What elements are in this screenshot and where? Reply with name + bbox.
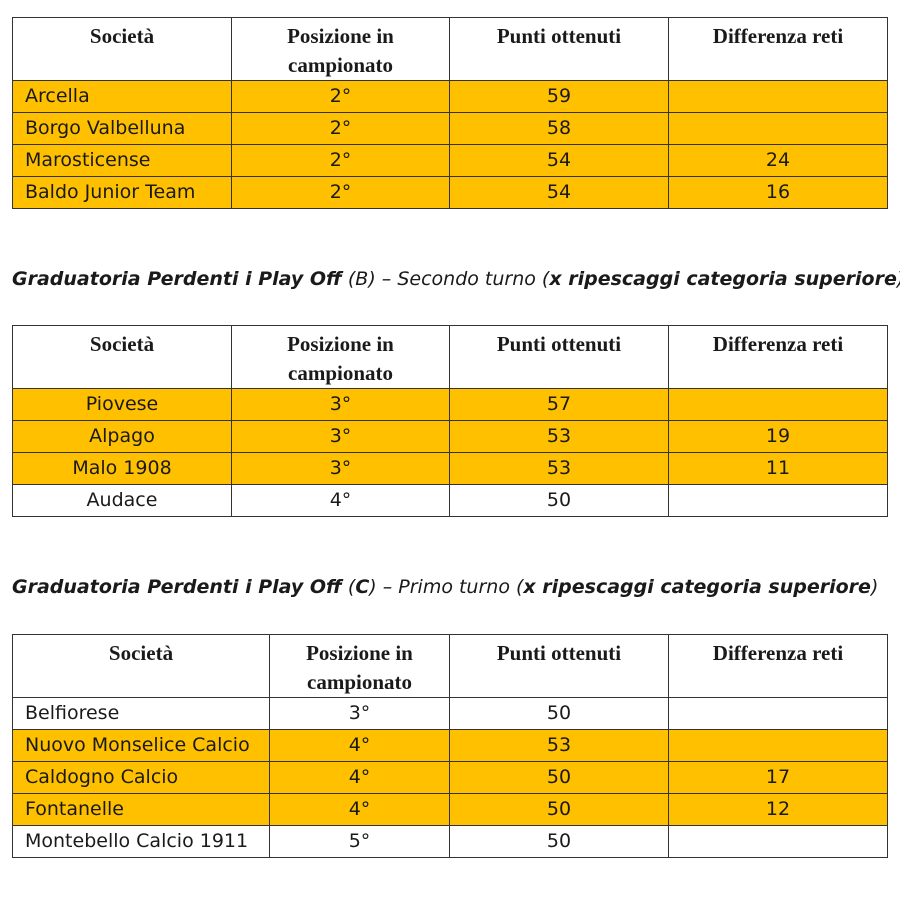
cell-points: 50: [449, 484, 669, 517]
header-posizione: Posizione in campionato: [231, 325, 450, 389]
cell-goal-difference: [668, 112, 888, 145]
table-row: Caldogno Calcio 4° 50 17: [12, 761, 888, 794]
table-row: Belfiorese 3° 50: [12, 697, 888, 730]
table-body: Belfiorese 3° 50 Nuovo Monselice Calcio 4° 53…: [12, 697, 888, 858]
cell-points: 50: [449, 825, 669, 858]
cell-position: 4°: [269, 761, 450, 794]
table-row: Montebello Calcio 1911 5° 50: [12, 825, 888, 858]
cell-position: 3°: [269, 697, 450, 730]
cell-team: Malo 1908: [12, 452, 232, 485]
cell-points: 57: [449, 388, 669, 421]
cell-position: 2°: [231, 144, 450, 177]
cell-goal-difference: [668, 484, 888, 517]
header-punti: Punti ottenuti: [449, 634, 669, 698]
table-row: Baldo Junior Team 2° 54 16: [12, 176, 888, 209]
cell-team: Fontanelle: [12, 793, 270, 826]
cell-team: Piovese: [12, 388, 232, 421]
cell-points: 54: [449, 144, 669, 177]
cell-position: 4°: [269, 729, 450, 762]
table-c-title: Graduatoria Perdenti i Play Off (C) – Pr…: [12, 576, 879, 598]
table-b-title: Graduatoria Perdenti i Play Off (B) – Se…: [12, 268, 900, 290]
table-row: Audace 4° 50: [12, 484, 888, 517]
table-row: Marosticense 2° 54 24: [12, 144, 888, 177]
cell-position: 3°: [231, 388, 450, 421]
cell-goal-difference: [668, 80, 888, 113]
cell-position: 4°: [269, 793, 450, 826]
cell-goal-difference: [668, 388, 888, 421]
cell-points: 53: [449, 452, 669, 485]
cell-points: 50: [449, 761, 669, 794]
table-row: Arcella 2° 59: [12, 80, 888, 113]
table-row: Piovese 3° 57: [12, 388, 888, 421]
cell-team: Caldogno Calcio: [12, 761, 270, 794]
cell-team: Baldo Junior Team: [12, 176, 232, 209]
table-row: Malo 1908 3° 53 11: [12, 452, 888, 485]
cell-team: Audace: [12, 484, 232, 517]
cell-team: Montebello Calcio 1911: [12, 825, 270, 858]
header-punti: Punti ottenuti: [449, 17, 669, 81]
cell-goal-difference: 24: [668, 144, 888, 177]
ranking-table-c: Società Posizione in campionato Punti ot…: [12, 634, 888, 858]
table-row: Nuovo Monselice Calcio 4° 53: [12, 729, 888, 762]
cell-goal-difference: 12: [668, 793, 888, 826]
cell-team: Arcella: [12, 80, 232, 113]
cell-goal-difference: 17: [668, 761, 888, 794]
cell-goal-difference: [668, 697, 888, 730]
header-societa: Società: [12, 634, 270, 698]
table-row: Alpago 3° 53 19: [12, 420, 888, 453]
cell-team: Marosticense: [12, 144, 232, 177]
table-row: Borgo Valbelluna 2° 58: [12, 112, 888, 145]
header-posizione: Posizione in campionato: [231, 17, 450, 81]
ranking-table-b: Società Posizione in campionato Punti ot…: [12, 325, 888, 517]
cell-points: 53: [449, 420, 669, 453]
cell-points: 50: [449, 793, 669, 826]
cell-goal-difference: 16: [668, 176, 888, 209]
cell-points: 54: [449, 176, 669, 209]
cell-position: 4°: [231, 484, 450, 517]
table-body: Arcella 2° 59 Borgo Valbelluna 2° 58 Marostice…: [12, 80, 888, 209]
cell-team: Nuovo Monselice Calcio: [12, 729, 270, 762]
table-row: Fontanelle 4° 50 12: [12, 793, 888, 826]
cell-position: 2°: [231, 112, 450, 145]
cell-goal-difference: [668, 729, 888, 762]
header-posizione: Posizione in campionato: [269, 634, 450, 698]
header-differenza: Differenza reti: [668, 17, 888, 81]
cell-points: 58: [449, 112, 669, 145]
cell-points: 50: [449, 697, 669, 730]
cell-team: Alpago: [12, 420, 232, 453]
header-societa: Società: [12, 17, 232, 81]
cell-team: Belfiorese: [12, 697, 270, 730]
header-punti: Punti ottenuti: [449, 325, 669, 389]
table-body: Piovese 3° 57 Alpago 3° 53 19 Malo 1908 3° 53 11 Au…: [12, 388, 888, 517]
cell-position: 3°: [231, 452, 450, 485]
header-differenza: Differenza reti: [668, 325, 888, 389]
cell-position: 5°: [269, 825, 450, 858]
cell-position: 3°: [231, 420, 450, 453]
cell-points: 53: [449, 729, 669, 762]
header-societa: Società: [12, 325, 232, 389]
cell-position: 2°: [231, 176, 450, 209]
cell-points: 59: [449, 80, 669, 113]
cell-goal-difference: 19: [668, 420, 888, 453]
header-differenza: Differenza reti: [668, 634, 888, 698]
cell-team: Borgo Valbelluna: [12, 112, 232, 145]
cell-position: 2°: [231, 80, 450, 113]
cell-goal-difference: [668, 825, 888, 858]
cell-goal-difference: 11: [668, 452, 888, 485]
ranking-table-a: Società Posizione in campionato Punti ot…: [12, 17, 888, 209]
